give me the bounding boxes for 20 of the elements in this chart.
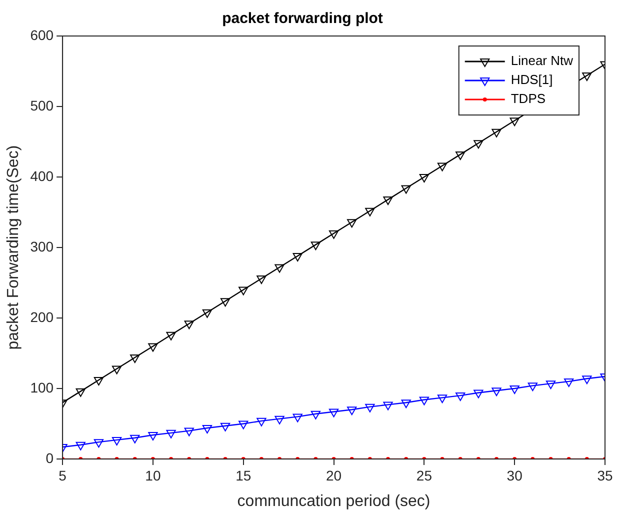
x-tick-label: 10 [145, 467, 161, 484]
chart-title: packet forwarding plot [222, 10, 383, 28]
x-axis-title: communcation period (sec) [237, 492, 430, 510]
x-tick-label: 5 [58, 467, 67, 484]
y-tick-label: 300 [30, 238, 54, 254]
y-tick-label: 500 [30, 97, 54, 114]
y-tick-label: 200 [30, 308, 54, 325]
y-tick-label: 400 [30, 168, 54, 184]
legend-label: HDS[1] [510, 72, 553, 88]
legend-label: TDPS [510, 91, 546, 106]
y-tick-label: 100 [30, 379, 54, 396]
y-tick-label: 0 [46, 450, 54, 466]
x-tick-label: 25 [416, 467, 432, 484]
x-tick-label: 35 [597, 467, 613, 484]
legend-label: Linear Ntw [510, 53, 574, 68]
x-tick-label: 30 [506, 467, 523, 484]
x-tick-label: 20 [326, 467, 342, 484]
y-tick-label: 600 [30, 26, 54, 43]
x-tick-label: 15 [236, 467, 252, 484]
y-axis-title: packet Forwarding time(Sec) [5, 145, 22, 350]
